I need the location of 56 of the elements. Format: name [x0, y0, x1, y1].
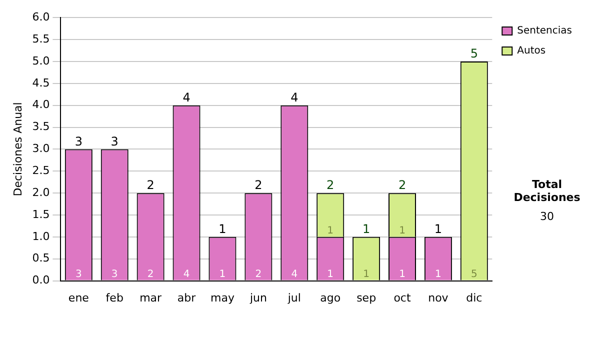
y-tick-label: 2.5	[32, 164, 50, 177]
data-label: 3	[75, 268, 82, 280]
total-label: 3	[74, 134, 82, 148]
data-label: 5	[470, 268, 478, 280]
data-label: 1	[363, 268, 370, 280]
total-label: 2	[326, 178, 334, 192]
x-tick-label: dic	[466, 291, 482, 304]
x-tick-label: mar	[140, 291, 162, 304]
x-tick-label: ene	[68, 291, 90, 304]
y-tick-label: 5.5	[32, 32, 50, 46]
x-tick-label: sep	[356, 291, 376, 304]
data-label: 1	[327, 268, 334, 280]
data-label: 2	[255, 268, 262, 280]
y-tick-label: 0.0	[32, 274, 50, 287]
total-label: 2	[254, 178, 262, 192]
y-tick-label: 5.0	[32, 54, 50, 68]
data-label: 1	[219, 268, 226, 280]
data-label: 1	[399, 226, 406, 237]
y-tick-label: 1.0	[32, 230, 50, 243]
total-label: 4	[290, 90, 298, 104]
data-label: 4	[291, 268, 298, 280]
y-tick-label: 2.0	[32, 186, 50, 199]
total-label: 1	[218, 222, 226, 236]
legend-label: Sentencias	[517, 26, 572, 37]
total-label: 3	[110, 134, 118, 148]
x-tick-label: abr	[177, 291, 196, 304]
y-tick-label: 3.5	[32, 120, 50, 134]
x-tick-label: oct	[394, 291, 412, 304]
total-label: 2	[146, 178, 154, 192]
text: Total Decisiones	[512, 178, 582, 204]
y-axis-title: Decisiones Anual	[11, 102, 24, 196]
y-tick-label: 3.0	[32, 142, 50, 156]
total-label: 1	[434, 222, 442, 236]
data-label: 1	[399, 268, 406, 280]
x-tick-label: nov	[428, 291, 449, 304]
total-label: 1	[362, 222, 370, 236]
text: 30	[539, 210, 555, 223]
x-tick-label: jul	[286, 291, 301, 304]
data-label: 1	[327, 226, 334, 237]
data-label: 3	[111, 268, 118, 280]
x-tick-label: jun	[248, 291, 267, 304]
x-tick-label: feb	[106, 291, 124, 304]
data-label: 1	[435, 268, 442, 280]
y-tick-label: 6.0	[32, 10, 50, 24]
data-label: 4	[183, 268, 190, 280]
y-tick-label: 4.0	[32, 98, 50, 112]
x-tick-label: may	[210, 291, 235, 304]
legend-label: Autos	[517, 46, 546, 57]
y-tick-label: 0.5	[32, 252, 50, 265]
data-label: 2	[147, 268, 154, 280]
y-tick-label: 4.5	[32, 76, 50, 90]
total-label: 4	[182, 90, 190, 104]
total-label: 2	[398, 178, 406, 192]
total-label: 5	[470, 46, 478, 61]
x-tick-label: ago	[320, 291, 341, 304]
y-tick-label: 1.5	[32, 208, 50, 221]
